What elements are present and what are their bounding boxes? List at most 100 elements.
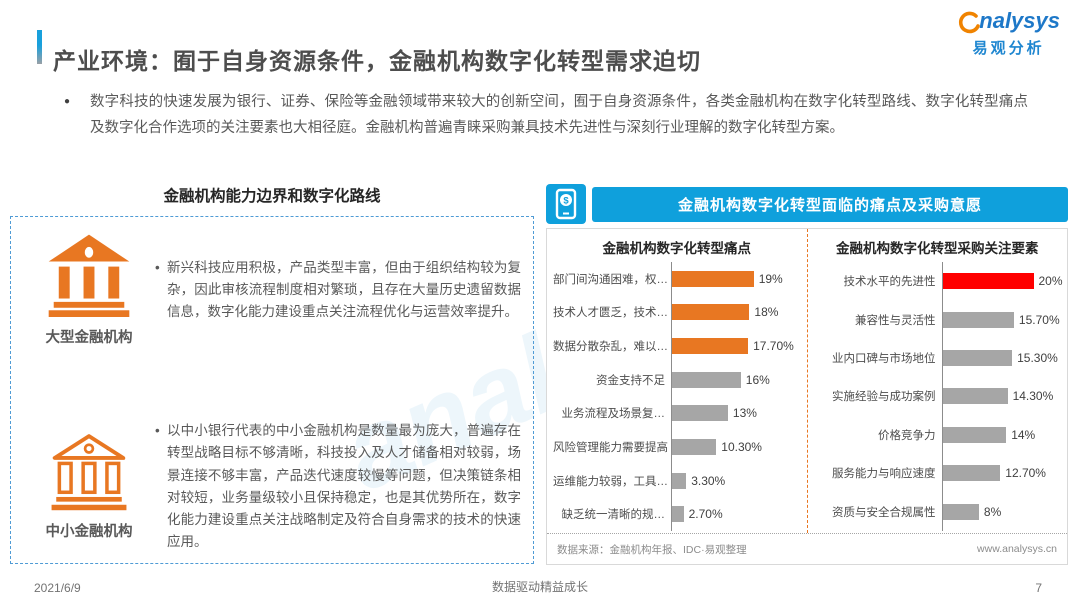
bar-value-label: 2.70% — [688, 507, 723, 522]
footer-page-number: 7 — [1035, 581, 1042, 595]
bar-row: 缺乏统一清晰的规… 2.70% — [553, 497, 801, 531]
capability-panel: 大型金融机构 新兴科技应用积极，产品类型丰富，但由于组织结构较为复杂，因此审核流… — [10, 216, 534, 564]
bar-category-label: 技术人才匮乏，技术… — [553, 307, 668, 320]
bar-track: 12.70% — [941, 454, 1062, 493]
bar-track: 13% — [671, 396, 801, 431]
bar-row: 技术水平的先进性 20% — [814, 262, 1063, 301]
data-source-note: 数据来源：金融机构年报、IDC·易观整理 — [557, 543, 747, 556]
bar-track: 14.30% — [941, 377, 1062, 416]
bar — [672, 506, 684, 523]
large-institution-label: 大型金融机构 — [45, 330, 133, 346]
bar-category-label: 技术水平的先进性 — [843, 276, 936, 289]
bar — [672, 270, 754, 287]
bar-track: 2.70% — [671, 497, 801, 531]
bar-value-label: 10.30% — [721, 439, 762, 454]
bar — [942, 503, 979, 520]
bar-category-label: 兼容性与灵活性 — [855, 314, 936, 327]
website-url: www.analysys.cn — [977, 543, 1057, 555]
bar-category-label: 价格竞争力 — [878, 429, 936, 442]
bar — [942, 273, 1034, 290]
bar-value-label: 15.30% — [1017, 351, 1058, 366]
bar — [672, 338, 749, 355]
purchase-factors-chart-title: 金融机构数字化转型采购关注要素 — [836, 241, 1039, 256]
small-institution-block: 中小金融机构 以中小银行代表的中小金融机构是数量最为庞大，普遍存在转型战略目标不… — [25, 420, 522, 553]
bar-track: 3.30% — [671, 463, 801, 498]
mobile-payment-icon: $ — [546, 184, 586, 224]
bar-value-label: 18% — [754, 305, 779, 320]
bar-row: 资金支持不足 16% — [553, 362, 801, 397]
logo-brand-text: analysys — [979, 8, 1060, 33]
bar-track: 15.30% — [941, 338, 1062, 378]
bar-track: 16% — [671, 362, 801, 397]
bar-category-label: 资质与安全合规属性 — [832, 506, 936, 519]
bar — [942, 388, 1008, 405]
intro-paragraph: 数字科技的快速发展为银行、证券、保险等金融领域带来较大的创新空间，囿于自身资源条… — [64, 90, 1028, 142]
bar — [672, 405, 728, 422]
bar — [942, 311, 1014, 328]
bar-value-label: 14% — [1011, 427, 1036, 442]
small-institution-text: 以中小银行代表的中小金融机构是数量最为庞大，普遍存在转型战略目标不够清晰，科技投… — [153, 420, 521, 553]
bar-row: 技术人才匮乏，技术… 18% — [553, 295, 801, 330]
bar-value-label: 16% — [745, 372, 770, 387]
charts-panel: 金融机构数字化转型痛点 部门间沟通困难，权… 19% 技术人才匮乏，技术… 18% 数据… — [546, 228, 1068, 565]
bar-row: 兼容性与灵活性 15.70% — [814, 300, 1062, 339]
bar-value-label: 14.30% — [1012, 389, 1054, 404]
bar — [942, 465, 1001, 482]
small-institution-label: 中小金融机构 — [45, 523, 133, 540]
analysys-swirl-icon — [959, 11, 981, 34]
bar — [942, 426, 1007, 443]
bar-row: 实施经验与成功案例 14.30% — [814, 377, 1062, 416]
bar-value-label: 8% — [983, 504, 1002, 519]
bar-row: 数据分散杂乱，难以… 17.70% — [553, 329, 801, 363]
bar-row: 业内口碑与市场地位 15.30% — [814, 338, 1062, 378]
logo-brand-cn: 易观分析 — [972, 40, 1045, 57]
bar-category-label: 部门间沟通困难，权… — [553, 273, 668, 286]
bar-value-label: 3.30% — [691, 473, 726, 488]
bar-row: 资质与安全合规属性 8% — [814, 492, 1062, 531]
bar-value-label: 19% — [758, 271, 783, 286]
bar-category-label: 实施经验与成功案例 — [832, 391, 936, 404]
bar — [672, 304, 750, 321]
bar-category-label: 业内口碑与市场地位 — [832, 353, 936, 366]
bar-value-label: 13% — [732, 406, 757, 421]
bar-row: 风险管理能力需要提高 10.30% — [553, 430, 801, 464]
bar-track: 10.30% — [671, 430, 801, 464]
bar-row: 运维能力较弱，工具… 3.30% — [553, 463, 801, 498]
bar-category-label: 资金支持不足 — [596, 374, 665, 387]
bar-category-label: 风险管理能力需要提高 — [553, 441, 668, 454]
footer-slogan: 数据驱动精益成长 — [491, 580, 588, 594]
bar-value-label: 17.70% — [753, 339, 794, 354]
bar-row: 部门间沟通困难，权… 19% — [553, 262, 801, 296]
bar-row: 业务流程及场景复… 13% — [553, 396, 801, 431]
page-title: 产业环境：囿于自身资源条件，金融机构数字化转型需求迫切 — [53, 48, 701, 75]
bar — [942, 350, 1013, 367]
analysys-logo: analysys 易观分析 — [957, 10, 1060, 58]
bar-track: 17.70% — [671, 329, 801, 363]
bar-track: 15.70% — [941, 300, 1062, 339]
bar-track: 14% — [941, 415, 1062, 455]
footer-date: 2021/6/9 — [34, 581, 81, 595]
bar-category-label: 运维能力较弱，工具… — [553, 475, 668, 488]
bar-track: 20% — [941, 262, 1063, 301]
bar-track: 18% — [671, 295, 801, 330]
bar-value-label: 20% — [1038, 274, 1063, 289]
bar-value-label: 12.70% — [1005, 466, 1046, 481]
purchase-factors-chart: 金融机构数字化转型采购关注要素 技术水平的先进性 20% 兼容性与灵活性 15.70%… — [806, 229, 1068, 533]
pain-points-chart-title: 金融机构数字化转型痛点 — [602, 241, 752, 256]
title-accent-bar — [37, 30, 42, 64]
bar — [672, 438, 717, 455]
bar — [672, 472, 687, 489]
large-institution-text: 新兴科技应用积极，产品类型丰富，但由于组织结构较为复杂，因此审核流程制度相对繁琐… — [153, 257, 521, 323]
bar-category-label: 业务流程及场景复… — [561, 408, 666, 421]
left-panel-title: 金融机构能力边界和数字化路线 — [163, 188, 381, 205]
bar-row: 服务能力与响应速度 12.70% — [814, 454, 1062, 493]
pain-points-chart-rows: 部门间沟通困难，权… 19% 技术人才匮乏，技术… 18% 数据分散杂乱，难以… 17.7… — [553, 262, 801, 531]
right-panel-banner: 金融机构数字化转型面临的痛点及采购意愿 — [592, 187, 1068, 222]
bar-category-label: 数据分散杂乱，难以… — [553, 341, 668, 354]
purchase-factors-chart-rows: 技术水平的先进性 20% 兼容性与灵活性 15.70% 业内口碑与市场地位 15.30% 实… — [814, 262, 1063, 531]
bar-row: 价格竞争力 14% — [814, 415, 1062, 455]
large-institution-block: 大型金融机构 新兴科技应用积极，产品类型丰富，但由于组织结构较为复杂，因此审核流… — [25, 233, 521, 347]
svg-text:$: $ — [563, 196, 569, 207]
bank-outline-icon — [51, 433, 127, 510]
bar-category-label: 服务能力与响应速度 — [832, 468, 936, 481]
